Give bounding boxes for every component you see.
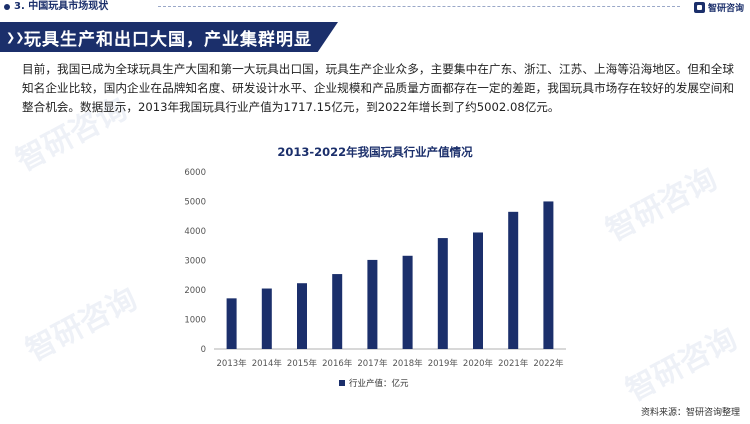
x-tick-label: 2018年 — [393, 358, 424, 369]
y-tick-label: 4000 — [184, 227, 206, 237]
source-note: 资料来源：智研咨询整理 — [640, 408, 740, 418]
bar — [367, 259, 378, 349]
y-tick-label: 3000 — [184, 257, 206, 267]
section-title: 3. 中国玩具市场现状 — [4, 0, 108, 14]
brand-name: 智研咨询 — [707, 3, 744, 14]
top-bar: 3. 中国玩具市场现状 智研咨询 — [0, 0, 750, 14]
y-tick-label: 1000 — [184, 316, 206, 326]
intro-paragraph: 目前，我国已成为全球玩具生产大国和第一大玩具出口国，玩具生产企业众多，主要集中在… — [22, 62, 734, 114]
x-axis: 2013年 2014年 2015年 2016年 2017年 2018年 2019年 2020年… — [217, 358, 564, 369]
y-tick-label: 2000 — [184, 286, 206, 296]
bar — [473, 232, 483, 349]
x-tick-label: 2017年 — [357, 358, 388, 369]
header-divider — [158, 6, 680, 7]
double-arrow-icon: ❯❯ — [6, 30, 25, 44]
x-tick-label: 2019年 — [428, 358, 459, 369]
brand: 智研咨询 — [693, 0, 744, 14]
bar — [226, 298, 237, 349]
legend-label: 行业产值：亿元 — [349, 378, 409, 389]
x-tick-label: 2013年 — [217, 358, 248, 369]
x-tick-label: 2015年 — [287, 358, 318, 369]
y-tick-label: 0 — [201, 345, 206, 355]
bar — [332, 274, 343, 349]
section-title-text: 3. 中国玩具市场现状 — [14, 1, 109, 12]
x-tick-label: 2014年 — [252, 358, 283, 369]
bar — [402, 255, 413, 349]
banner-title: 玩具生产和出口大国，产业集群明显 — [24, 29, 312, 50]
y-tick-label: 5000 — [184, 198, 206, 208]
x-tick-label: 2021年 — [498, 358, 529, 369]
bar-group — [226, 201, 554, 349]
bar — [508, 211, 519, 349]
y-axis: 0 1000 2000 3000 4000 5000 6000 — [184, 168, 206, 355]
bullet-dot-icon — [4, 4, 10, 10]
bar — [437, 238, 448, 349]
legend-swatch — [339, 380, 345, 386]
chart-title: 2013-2022年我国玩具行业产值情况 — [277, 145, 473, 159]
bar — [543, 201, 554, 349]
bar — [297, 283, 307, 349]
section-banner: ❯❯ 玩具生产和出口大国，产业集群明显 — [0, 22, 338, 52]
company-logo-icon — [693, 1, 705, 13]
legend: 行业产值：亿元 — [339, 378, 409, 389]
bar — [261, 288, 272, 349]
y-tick-label: 6000 — [184, 168, 206, 178]
x-tick-label: 2016年 — [322, 358, 353, 369]
x-tick-label: 2020年 — [463, 358, 494, 369]
x-tick-label: 2022年 — [533, 358, 564, 369]
